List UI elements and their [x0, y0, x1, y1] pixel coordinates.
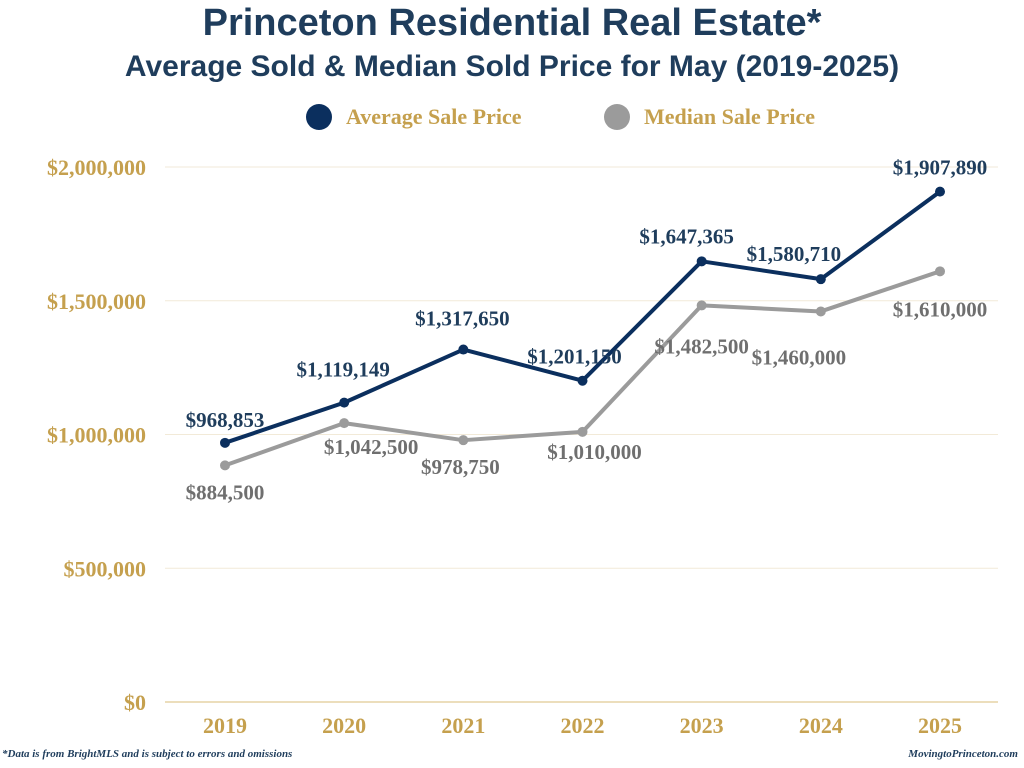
y-tick-label: $2,000,000 [47, 155, 146, 180]
series-line-average [224, 190, 942, 445]
data-label-average: $1,201,150 [527, 345, 622, 369]
data-label-average: $1,317,650 [415, 307, 510, 331]
data-label-median: $1,482,500 [654, 334, 749, 358]
data-point-median [935, 266, 945, 277]
data-point-average [339, 397, 350, 408]
data-label-average: $1,647,365 [639, 224, 734, 248]
x-tick-label: 2025 [918, 713, 962, 738]
x-tick-label: 2022 [561, 713, 605, 738]
data-point-median [339, 418, 350, 429]
data-point-average [935, 186, 945, 197]
data-point-average [815, 274, 826, 285]
data-point-median [220, 460, 230, 471]
data-label-median: $884,500 [186, 480, 265, 504]
y-tick-label: $500,000 [64, 556, 147, 581]
data-point-average [220, 437, 230, 448]
data-point-median [815, 306, 826, 317]
data-label-median: $1,460,000 [752, 345, 847, 369]
data-label-median: $978,750 [421, 455, 500, 479]
data-point-median [696, 300, 707, 311]
data-point-median [577, 426, 588, 437]
data-label-median: $1,610,000 [893, 297, 988, 321]
legend-marker-median-icon [604, 104, 630, 130]
x-tick-label: 2021 [441, 713, 485, 738]
data-point-average [696, 256, 707, 267]
x-tick-label: 2020 [322, 713, 366, 738]
x-tick-label: 2019 [203, 713, 247, 738]
y-tick-label: $1,500,000 [47, 289, 146, 314]
data-point-median [458, 435, 469, 446]
x-tick-label: 2024 [799, 713, 843, 738]
data-label-average: $1,907,890 [893, 156, 988, 180]
data-label-average: $1,580,710 [747, 242, 842, 266]
chart-subtitle: Average Sold & Median Sold Price for May… [124, 50, 900, 83]
legend-marker-average-icon [306, 104, 332, 130]
legend-label-median: Median Sale Price [644, 104, 816, 129]
x-tick-label: 2023 [680, 713, 724, 738]
legend-item-median: Median Sale Price [604, 104, 815, 130]
data-label-median: $1,010,000 [547, 440, 642, 464]
legend-label-average: Average Sale Price [346, 104, 522, 129]
data-source-note: *Data is from BrightMLS and is subject t… [2, 748, 293, 760]
data-label-median: $1,042,500 [324, 435, 419, 459]
data-label-average: $968,853 [186, 408, 265, 432]
data-label-average: $1,119,149 [296, 358, 389, 382]
chart-title: Princeton Residential Real Estate* [202, 2, 822, 44]
y-tick-label: $1,000,000 [47, 423, 146, 448]
legend-item-average: Average Sale Price [306, 104, 522, 130]
data-point-average [577, 375, 588, 386]
website-credit: MovingtoPrinceton.com [908, 748, 1018, 760]
data-point-average [458, 344, 469, 355]
y-tick-label: $0 [124, 690, 146, 715]
